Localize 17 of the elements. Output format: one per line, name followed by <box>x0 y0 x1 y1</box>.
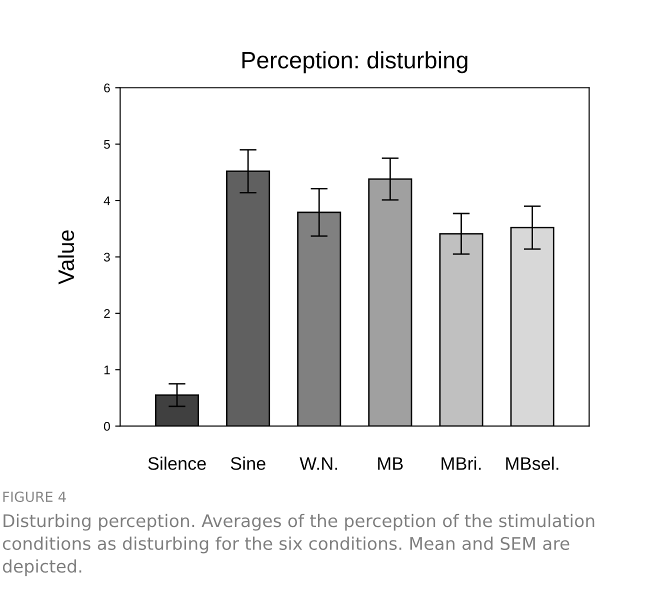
y-tick-label: 0 <box>104 422 110 431</box>
y-tick-label: 1 <box>104 366 110 374</box>
y-tick-label: 5 <box>104 140 110 149</box>
caption: FIGURE 4 <box>3 492 66 502</box>
y-tick-label: 2 <box>104 309 110 318</box>
x-tick-label: MBsel. <box>506 456 558 470</box>
x-tick-label: MB <box>378 457 403 470</box>
y-axis-title: Value <box>58 230 74 284</box>
y-tick-label: 6 <box>104 84 110 92</box>
x-tick-label: W.N. <box>300 457 338 470</box>
text: Disturbing perception. Averages of the perception of the stimulation conditions as disturbing for the six conditions. Mean and SEM are depicted. <box>2 514 594 576</box>
x-tick-label: Sine <box>230 456 266 470</box>
x-tick-label: Silence <box>148 456 206 470</box>
chart-title: Perception: disturbing <box>242 51 468 74</box>
y-tick-label: 4 <box>104 196 110 206</box>
y-tick-label: 3 <box>104 252 110 262</box>
x-tick-label: MBri. <box>442 456 481 470</box>
